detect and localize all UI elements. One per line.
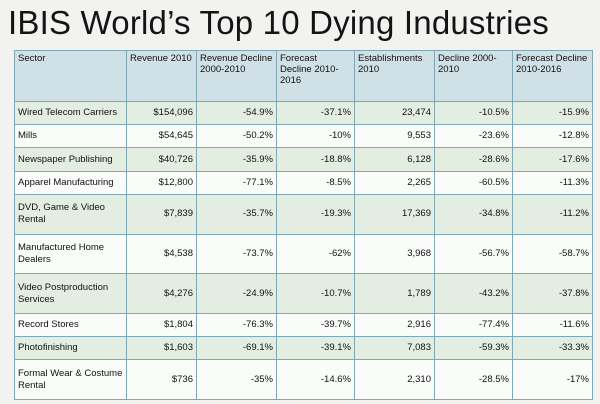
establishments-cell: 2,916: [354, 312, 435, 338]
establishment-forecast-cell: -11.6%: [512, 312, 593, 338]
revenue-decline-cell: -35.7%: [196, 193, 277, 235]
sector-cell: Formal Wear & Costume Rental: [14, 359, 127, 400]
sector-cell: DVD, Game & Video Rental: [14, 193, 127, 235]
establishment-forecast-cell: -17.6%: [512, 147, 593, 172]
establishments-cell: 2,310: [354, 359, 435, 400]
establishment-forecast-cell: -11.3%: [512, 170, 593, 195]
slide-title: IBIS World’s Top 10 Dying Industries: [8, 4, 549, 41]
forecast-decline-cell: -8.5%: [276, 170, 355, 195]
revenue-cell: $736: [126, 359, 197, 400]
sector-cell: Record Stores: [14, 312, 127, 338]
revenue-cell: $40,726: [126, 147, 197, 172]
establishment-forecast-cell: -37.8%: [512, 273, 593, 314]
header-revenue-2010: Revenue 2010: [126, 50, 197, 102]
revenue-decline-cell: -73.7%: [196, 233, 277, 275]
table-row: Mills $54,645 -50.2% -10% 9,553 -23.6% -…: [14, 124, 593, 149]
establishments-cell: 7,083: [354, 336, 435, 361]
header-revenue-decline: Revenue Decline 2000-2010: [196, 50, 277, 102]
establishments-cell: 23,474: [354, 100, 435, 126]
revenue-decline-cell: -76.3%: [196, 312, 277, 338]
table-row: DVD, Game & Video Rental $7,839 -35.7% -…: [14, 193, 593, 235]
establishment-decline-cell: -10.5%: [434, 100, 513, 126]
forecast-decline-cell: -39.7%: [276, 312, 355, 338]
revenue-decline-cell: -77.1%: [196, 170, 277, 195]
establishment-decline-cell: -23.6%: [434, 124, 513, 149]
sector-cell: Video Postproduction Services: [14, 273, 127, 314]
revenue-cell: $7,839: [126, 193, 197, 235]
establishment-forecast-cell: -15.9%: [512, 100, 593, 126]
forecast-decline-cell: -62%: [276, 233, 355, 275]
revenue-cell: $4,276: [126, 273, 197, 314]
revenue-cell: $12,800: [126, 170, 197, 195]
forecast-decline-cell: -37.1%: [276, 100, 355, 126]
revenue-cell: $154,096: [126, 100, 197, 126]
header-establishments-2010: Establishments 2010: [354, 50, 435, 102]
table-row: Newspaper Publishing $40,726 -35.9% -18.…: [14, 147, 593, 172]
establishments-cell: 17,369: [354, 193, 435, 235]
establishments-cell: 2,265: [354, 170, 435, 195]
establishment-forecast-cell: -11.2%: [512, 193, 593, 235]
sector-cell: Mills: [14, 124, 127, 149]
industries-table: Sector Revenue 2010 Revenue Decline 2000…: [14, 50, 593, 400]
revenue-decline-cell: -69.1%: [196, 336, 277, 361]
revenue-cell: $1,804: [126, 312, 197, 338]
forecast-decline-cell: -19.3%: [276, 193, 355, 235]
establishment-decline-cell: -34.8%: [434, 193, 513, 235]
establishment-forecast-cell: -12.8%: [512, 124, 593, 149]
establishments-cell: 1,789: [354, 273, 435, 314]
revenue-decline-cell: -50.2%: [196, 124, 277, 149]
forecast-decline-cell: -39.1%: [276, 336, 355, 361]
establishments-cell: 6,128: [354, 147, 435, 172]
forecast-decline-cell: -18.8%: [276, 147, 355, 172]
establishments-cell: 3,968: [354, 233, 435, 275]
revenue-cell: $1,603: [126, 336, 197, 361]
revenue-decline-cell: -35.9%: [196, 147, 277, 172]
revenue-cell: $54,645: [126, 124, 197, 149]
table-row: Record Stores $1,804 -76.3% -39.7% 2,916…: [14, 312, 593, 338]
establishment-decline-cell: -43.2%: [434, 273, 513, 314]
sector-cell: Manufactured Home Dealers: [14, 233, 127, 275]
table-row: Apparel Manufacturing $12,800 -77.1% -8.…: [14, 170, 593, 195]
establishment-decline-cell: -60.5%: [434, 170, 513, 195]
header-sector: Sector: [14, 50, 127, 102]
establishment-decline-cell: -28.6%: [434, 147, 513, 172]
table-row: Formal Wear & Costume Rental $736 -35% -…: [14, 359, 593, 400]
revenue-decline-cell: -35%: [196, 359, 277, 400]
header-establishment-forecast: Forecast Decline 2010-2016: [512, 50, 593, 102]
establishment-forecast-cell: -17%: [512, 359, 593, 400]
table-header-row: Sector Revenue 2010 Revenue Decline 2000…: [14, 50, 593, 102]
header-establishment-decline: Decline 2000-2010: [434, 50, 513, 102]
sector-cell: Newspaper Publishing: [14, 147, 127, 172]
revenue-cell: $4,538: [126, 233, 197, 275]
forecast-decline-cell: -14.6%: [276, 359, 355, 400]
revenue-decline-cell: -54.9%: [196, 100, 277, 126]
establishment-forecast-cell: -33.3%: [512, 336, 593, 361]
sector-cell: Wired Telecom Carriers: [14, 100, 127, 126]
header-forecast-decline: Forecast Decline 2010-2016: [276, 50, 355, 102]
establishment-forecast-cell: -58.7%: [512, 233, 593, 275]
revenue-decline-cell: -24.9%: [196, 273, 277, 314]
establishment-decline-cell: -28.5%: [434, 359, 513, 400]
establishment-decline-cell: -77.4%: [434, 312, 513, 338]
forecast-decline-cell: -10.7%: [276, 273, 355, 314]
sector-cell: Photofinishing: [14, 336, 127, 361]
table-row: Manufactured Home Dealers $4,538 -73.7% …: [14, 233, 593, 275]
establishments-cell: 9,553: [354, 124, 435, 149]
sector-cell: Apparel Manufacturing: [14, 170, 127, 195]
forecast-decline-cell: -10%: [276, 124, 355, 149]
table-row: Wired Telecom Carriers $154,096 -54.9% -…: [14, 100, 593, 126]
table-row: Video Postproduction Services $4,276 -24…: [14, 273, 593, 314]
establishment-decline-cell: -59.3%: [434, 336, 513, 361]
table-row: Photofinishing $1,603 -69.1% -39.1% 7,08…: [14, 336, 593, 361]
establishment-decline-cell: -56.7%: [434, 233, 513, 275]
